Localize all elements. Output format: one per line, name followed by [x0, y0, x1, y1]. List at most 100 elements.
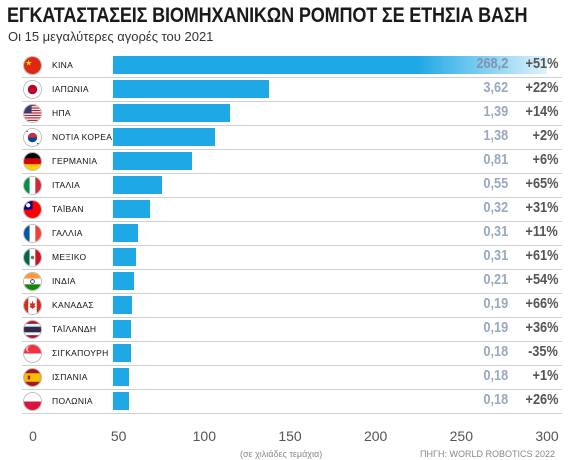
- change-label: +54%: [525, 272, 558, 288]
- japan-flag-icon: [24, 81, 41, 98]
- table-row: ΤΑΪΒΑΝ 0,32 +31%: [0, 198, 580, 222]
- x-tick-label: 100: [192, 428, 217, 444]
- x-tick-label: 300: [535, 428, 559, 444]
- thailand-flag-icon: [24, 321, 41, 338]
- china-flag-icon: [24, 57, 41, 74]
- change-label: +6%: [532, 152, 558, 168]
- change-label: +22%: [525, 80, 558, 96]
- table-row: ΝΟΤΙΑ ΚΟΡΕΑ 1,38 +2%: [0, 126, 580, 150]
- change-label: +11%: [525, 224, 558, 240]
- south-korea-flag-icon: [24, 129, 41, 146]
- value-label: 0,19: [483, 296, 508, 312]
- value-label: 0,31: [483, 248, 508, 264]
- row-divider: [22, 317, 562, 318]
- value-label: 0,18: [483, 392, 508, 408]
- unit-note: (σε χιλιάδες τεμάχια): [240, 449, 323, 459]
- country-label: ΙΣΠΑΝΙΑ: [52, 372, 88, 382]
- table-row: ΣΙΓΚΑΠΟΥΡΗ 0,18 -35%: [0, 342, 580, 366]
- poland-flag-icon: [24, 393, 41, 410]
- chart-title: ΕΓΚΑΤΑΣΤΑΣΕΙΣ ΒΙΟΜΗΧΑΝΙΚΩΝ ΡΟΜΠΟΤ ΣΕ ΕΤΗ…: [7, 4, 528, 27]
- row-divider: [22, 77, 562, 78]
- country-label: ΙΑΠΩΝΙΑ: [52, 84, 89, 94]
- table-row: ΚΑΝΑΔΑΣ 0,19 +66%: [0, 294, 580, 318]
- value-label: 268,2: [476, 56, 508, 72]
- row-divider: [22, 341, 562, 342]
- row-divider: [22, 389, 562, 390]
- country-label: ΙΝΔΙΑ: [52, 276, 76, 286]
- country-label: ΠΟΛΩΝΙΑ: [52, 396, 93, 406]
- table-row: ΜΕΞΙΚΟ 0,31 +61%: [0, 246, 580, 270]
- table-row: ΚΙΝΑ 268,2 +51%: [0, 54, 580, 78]
- change-label: +36%: [525, 320, 558, 336]
- row-divider: [22, 125, 562, 126]
- row-divider: [22, 365, 562, 366]
- country-label: ΤΑΪΒΑΝ: [52, 204, 84, 214]
- value-label: 0,81: [483, 152, 508, 168]
- country-label: ΚΑΝΑΔΑΣ: [52, 300, 94, 310]
- table-row: ΤΑΪΛΑΝΔΗ 0,19 +36%: [0, 318, 580, 342]
- country-label: ΜΕΞΙΚΟ: [52, 252, 87, 262]
- country-label: ΝΟΤΙΑ ΚΟΡΕΑ: [52, 132, 113, 142]
- germany-flag-icon: [24, 153, 41, 170]
- country-label: ΚΙΝΑ: [52, 60, 74, 70]
- change-label: -35%: [528, 344, 558, 360]
- bar: [113, 344, 131, 362]
- change-label: +2%: [532, 128, 558, 144]
- bar: [113, 248, 136, 266]
- change-label: +31%: [525, 200, 558, 216]
- chart-subtitle: Οι 15 μεγαλύτερες αγορές του 2021: [8, 29, 214, 44]
- canada-flag-icon: [24, 297, 41, 314]
- table-row: ΓΕΡΜΑΝΙΑ 0,81 +6%: [0, 150, 580, 174]
- value-label: 0,21: [483, 272, 508, 288]
- bar: [113, 128, 215, 146]
- bar: [113, 200, 150, 218]
- table-row: ΙΑΠΩΝΙΑ 3,62 +22%: [0, 78, 580, 102]
- row-divider: [22, 101, 562, 102]
- bar: [113, 272, 135, 290]
- change-label: +51%: [525, 56, 558, 72]
- bar: [113, 224, 138, 242]
- table-row: ΙΝΔΙΑ 0,21 +54%: [0, 270, 580, 294]
- value-label: 0,55: [483, 176, 508, 192]
- country-label: ΓΑΛΛΙΑ: [52, 228, 83, 238]
- row-divider: [22, 413, 562, 414]
- change-label: +66%: [525, 296, 558, 312]
- x-tick-label: 200: [363, 428, 388, 444]
- bar: [113, 320, 131, 338]
- row-divider: [22, 221, 562, 222]
- table-row: ΠΟΛΩΝΙΑ 0,18 +26%: [0, 390, 580, 414]
- source-note: ΠΗΓΗ: WORLD ROBOTICS 2022: [420, 449, 555, 459]
- value-label: 1,39: [483, 104, 508, 120]
- row-divider: [22, 173, 562, 174]
- india-flag-icon: [24, 273, 41, 290]
- value-label: 0,18: [483, 368, 508, 384]
- value-label: 1,38: [483, 128, 508, 144]
- bar: [113, 152, 193, 170]
- bar: [113, 296, 133, 314]
- row-divider: [22, 245, 562, 246]
- value-label: 3,62: [483, 80, 508, 96]
- x-tick-label: 150: [278, 428, 302, 444]
- change-label: +61%: [525, 248, 558, 264]
- italy-flag-icon: [24, 177, 41, 194]
- singapore-flag-icon: [24, 345, 41, 362]
- value-label: 0,31: [483, 224, 508, 240]
- row-divider: [22, 197, 562, 198]
- change-label: +26%: [525, 392, 558, 408]
- bar: [113, 104, 231, 122]
- x-tick-label: 0: [29, 428, 37, 444]
- x-tick-label: 250: [449, 428, 474, 444]
- bar: [113, 176, 162, 194]
- taiwan-flag-icon: [24, 201, 41, 218]
- bar: [113, 392, 129, 410]
- change-label: +1%: [532, 368, 558, 384]
- country-label: ΗΠΑ: [52, 108, 71, 118]
- spain-flag-icon: [24, 369, 41, 386]
- country-label: ΙΤΑΛΙΑ: [52, 180, 81, 190]
- value-label: 0,32: [483, 200, 508, 216]
- value-label: 0,19: [483, 320, 508, 336]
- table-row: ΙΣΠΑΝΙΑ 0,18 +1%: [0, 366, 580, 390]
- value-label: 0,18: [483, 344, 508, 360]
- x-tick-label: 50: [110, 428, 127, 444]
- country-label: ΓΕΡΜΑΝΙΑ: [52, 156, 98, 166]
